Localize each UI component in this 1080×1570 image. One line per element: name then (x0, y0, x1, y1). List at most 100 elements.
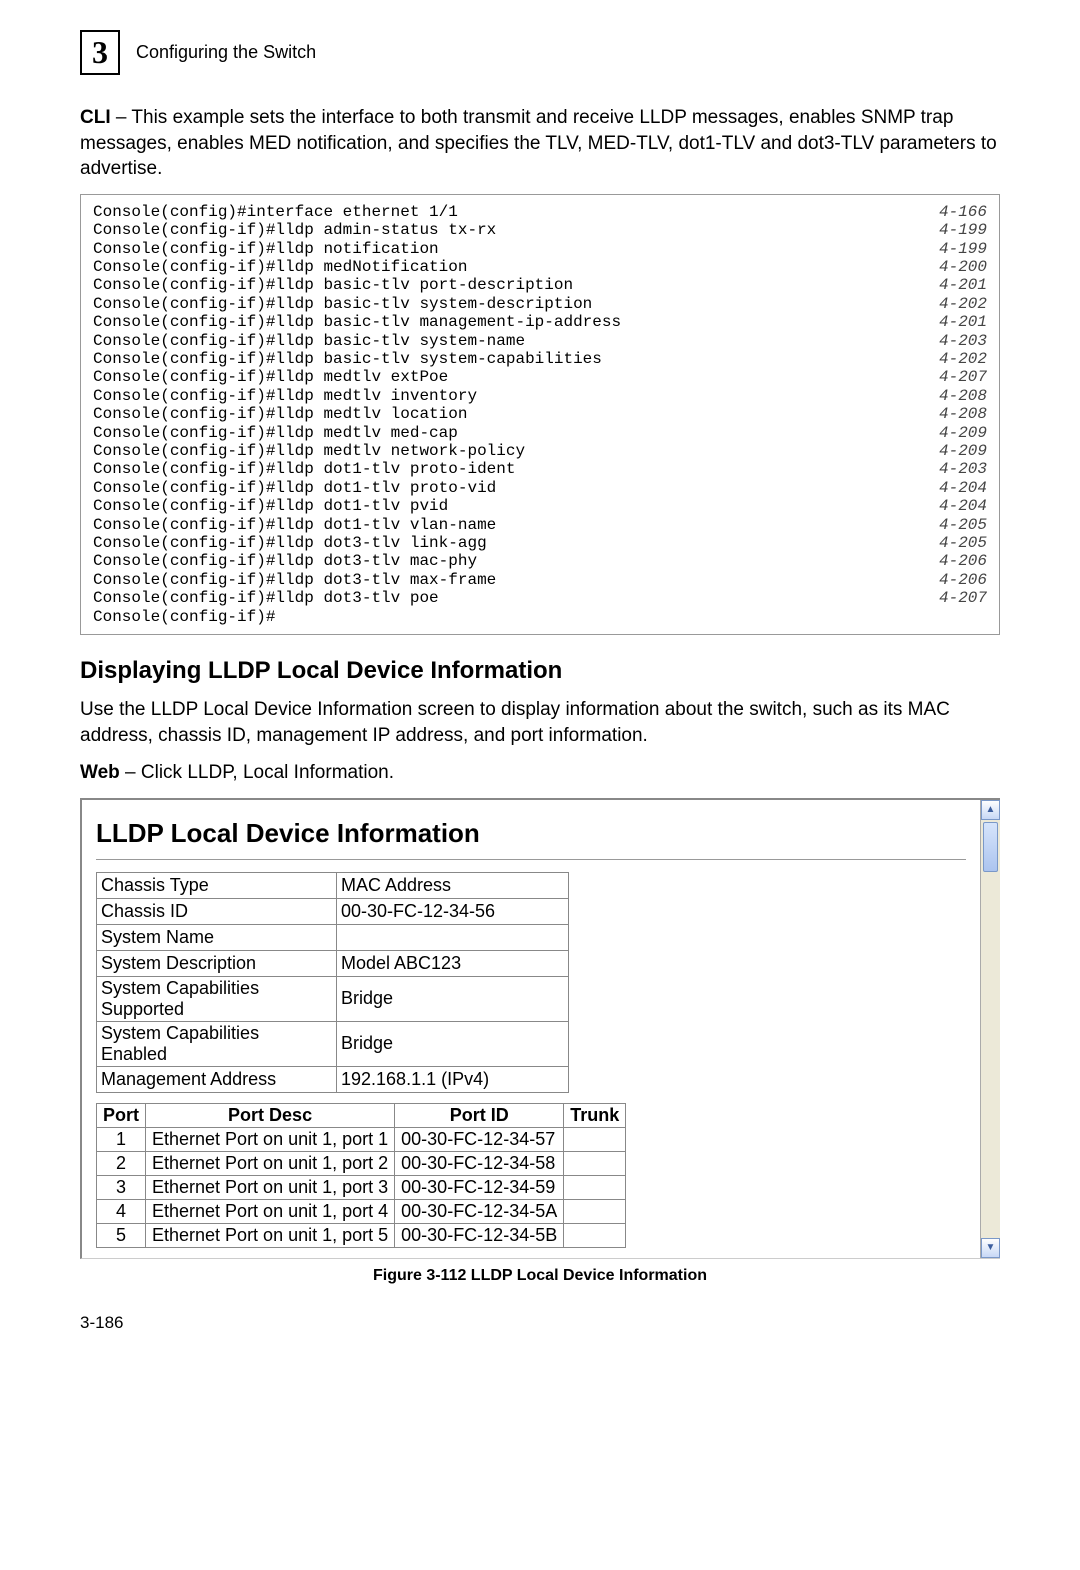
cli-page-ref: 4-206 (939, 552, 987, 570)
cli-command: Console(config-if)#lldp notification (93, 240, 439, 258)
table-row: 3Ethernet Port on unit 1, port 300-30-FC… (97, 1175, 626, 1199)
cli-command: Console(config-if)#lldp medtlv location (93, 405, 467, 423)
table-header-row: PortPort DescPort IDTrunk (97, 1103, 626, 1127)
table-row: 1Ethernet Port on unit 1, port 100-30-FC… (97, 1127, 626, 1151)
scroll-thumb[interactable] (983, 822, 998, 872)
info-value: 00-30-FC-12-34-56 (337, 898, 569, 924)
column-header: Port (97, 1103, 146, 1127)
port-table: PortPort DescPort IDTrunk1Ethernet Port … (96, 1103, 626, 1248)
figure-caption: Figure 3-112 LLDP Local Device Informati… (80, 1267, 1000, 1285)
table-row: System Capabilities SupportedBridge (97, 976, 569, 1021)
port-trunk (564, 1199, 626, 1223)
info-key: Chassis Type (97, 872, 337, 898)
cli-command: Console(config-if)#lldp medtlv med-cap (93, 424, 458, 442)
table-row: System DescriptionModel ABC123 (97, 950, 569, 976)
cli-command: Console(config-if)#lldp dot1-tlv vlan-na… (93, 516, 496, 534)
cli-page-ref: 4-204 (939, 479, 987, 497)
info-key: Chassis ID (97, 898, 337, 924)
table-row: Chassis TypeMAC Address (97, 872, 569, 898)
info-value (337, 924, 569, 950)
info-value: Model ABC123 (337, 950, 569, 976)
info-value: 192.168.1.1 (IPv4) (337, 1066, 569, 1092)
port-desc: Ethernet Port on unit 1, port 3 (146, 1175, 395, 1199)
scrollbar[interactable]: ▲ ▼ (980, 800, 1000, 1258)
info-key: System Capabilities Enabled (97, 1021, 337, 1066)
scroll-down-icon[interactable]: ▼ (981, 1238, 1000, 1258)
port-number: 4 (97, 1199, 146, 1223)
cli-command: Console(config-if)#lldp basic-tlv port-d… (93, 276, 573, 294)
info-value: Bridge (337, 976, 569, 1021)
cli-line: Console(config-if)#lldp notification 4-19… (93, 240, 987, 258)
cli-command: Console(config-if)#lldp medNotification (93, 258, 467, 276)
cli-line: Console(config-if)#lldp dot1-tlv pvid4-2… (93, 497, 987, 515)
cli-command: Console(config-if)#lldp basic-tlv system… (93, 295, 592, 313)
cli-line: Console(config-if)#lldp dot1-tlv proto-i… (93, 460, 987, 478)
cli-line: Console(config-if)#lldp basic-tlv system… (93, 350, 987, 368)
chapter-number: 3 (80, 30, 120, 75)
cli-command: Console(config-if)#lldp dot3-tlv link-ag… (93, 534, 487, 552)
cli-line: Console(config-if)#lldp dot1-tlv proto-v… (93, 479, 987, 497)
chapter-title: Configuring the Switch (136, 42, 316, 63)
cli-line: Console(config-if)#lldp basic-tlv manage… (93, 313, 987, 331)
cli-intro-text: – This example sets the interface to bot… (80, 107, 997, 179)
cli-command: Console(config-if)#lldp dot1-tlv proto-i… (93, 460, 515, 478)
port-id: 00-30-FC-12-34-58 (395, 1151, 564, 1175)
table-row: Chassis ID00-30-FC-12-34-56 (97, 898, 569, 924)
table-row: 2Ethernet Port on unit 1, port 200-30-FC… (97, 1151, 626, 1175)
cli-line: Console(config-if)#lldp dot3-tlv max-fra… (93, 571, 987, 589)
cli-page-ref: 4-201 (939, 313, 987, 331)
port-id: 00-30-FC-12-34-57 (395, 1127, 564, 1151)
cli-intro: CLI – This example sets the interface to… (80, 105, 1000, 182)
cli-line: Console(config-if)#lldp basic-tlv system… (93, 332, 987, 350)
cli-line: Console(config-if)#lldp basic-tlv port-d… (93, 276, 987, 294)
cli-line: Console(config-if)#lldp medtlv med-cap 4-… (93, 424, 987, 442)
cli-command: Console(config-if)#lldp dot3-tlv max-fra… (93, 571, 496, 589)
cli-command: Console(config-if)#lldp medtlv extPoe (93, 368, 448, 386)
port-number: 3 (97, 1175, 146, 1199)
info-key: Management Address (97, 1066, 337, 1092)
web-nav: Web – Click LLDP, Local Information. (80, 760, 1000, 786)
cli-page-ref: 4-203 (939, 460, 987, 478)
cli-page-ref: 4-166 (939, 203, 987, 221)
cli-line: Console(config-if)#lldp dot3-tlv link-ag… (93, 534, 987, 552)
cli-page-ref: 4-208 (939, 405, 987, 423)
panel-title: LLDP Local Device Information (96, 818, 966, 849)
cli-page-ref: 4-204 (939, 497, 987, 515)
table-row: Management Address192.168.1.1 (IPv4) (97, 1066, 569, 1092)
info-key: System Capabilities Supported (97, 976, 337, 1021)
scroll-up-icon[interactable]: ▲ (981, 800, 1000, 820)
cli-line: Console(config-if)#lldp dot1-tlv vlan-na… (93, 516, 987, 534)
cli-page-ref: 4-203 (939, 332, 987, 350)
table-row: System Capabilities EnabledBridge (97, 1021, 569, 1066)
port-trunk (564, 1127, 626, 1151)
cli-page-ref: 4-199 (939, 240, 987, 258)
cli-page-ref: 4-205 (939, 534, 987, 552)
port-id: 00-30-FC-12-34-5A (395, 1199, 564, 1223)
cli-block: Console(config)#interface ethernet 1/14-… (80, 194, 1000, 635)
cli-command: Console(config-if)#lldp medtlv inventory (93, 387, 477, 405)
cli-command: Console(config-if)#lldp dot1-tlv proto-v… (93, 479, 496, 497)
port-number: 2 (97, 1151, 146, 1175)
cli-page-ref: 4-201 (939, 276, 987, 294)
cli-label: CLI (80, 107, 111, 128)
cli-command: Console(config-if)#lldp dot3-tlv mac-phy (93, 552, 477, 570)
cli-page-ref: 4-209 (939, 442, 987, 460)
cli-line: Console(config-if)#lldp admin-status tx-… (93, 221, 987, 239)
cli-command: Console(config-if)#lldp admin-status tx-… (93, 221, 496, 239)
column-header: Trunk (564, 1103, 626, 1127)
cli-page-ref: 4-209 (939, 424, 987, 442)
info-value: Bridge (337, 1021, 569, 1066)
info-value: MAC Address (337, 872, 569, 898)
cli-line: Console(config)#interface ethernet 1/14-… (93, 203, 987, 221)
cli-page-ref: 4-207 (939, 589, 987, 607)
cli-page-ref: 4-200 (939, 258, 987, 276)
table-row: 4Ethernet Port on unit 1, port 400-30-FC… (97, 1199, 626, 1223)
cli-line: Console(config-if)#lldp medtlv inventory… (93, 387, 987, 405)
cli-line: Console(config-if)#lldp medtlv location 4… (93, 405, 987, 423)
port-id: 00-30-FC-12-34-59 (395, 1175, 564, 1199)
web-label: Web (80, 762, 120, 783)
cli-line: Console(config-if)# (93, 608, 987, 626)
cli-line: Console(config-if)#lldp medNotification 4… (93, 258, 987, 276)
cli-page-ref: 4-208 (939, 387, 987, 405)
info-key: System Description (97, 950, 337, 976)
